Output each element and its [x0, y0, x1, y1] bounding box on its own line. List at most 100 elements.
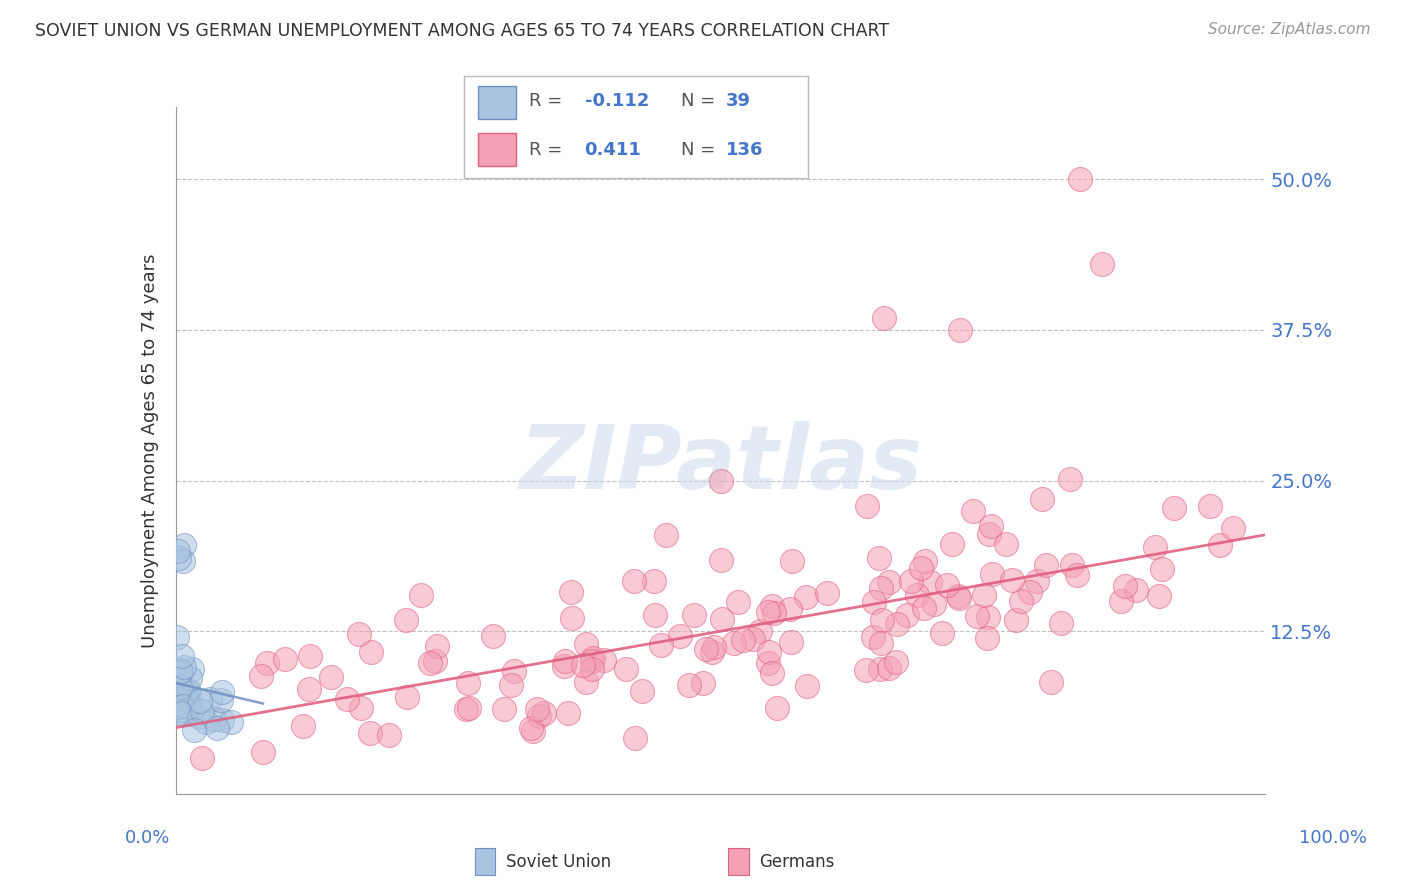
- Point: [855, 663, 877, 677]
- Point: [191, 704, 214, 718]
- Point: [581, 654, 603, 668]
- Point: [522, 723, 544, 738]
- Point: [702, 645, 724, 659]
- Point: [336, 692, 359, 706]
- Point: [173, 659, 195, 673]
- Point: [553, 658, 575, 673]
- Point: [644, 607, 666, 622]
- Point: [941, 537, 963, 551]
- Text: R =: R =: [530, 141, 562, 159]
- Point: [910, 561, 932, 575]
- Point: [174, 706, 197, 721]
- Point: [862, 631, 884, 645]
- Point: [976, 632, 998, 646]
- Point: [914, 554, 936, 568]
- Point: [1059, 472, 1081, 486]
- Point: [211, 685, 233, 699]
- Y-axis label: Unemployment Among Ages 65 to 74 years: Unemployment Among Ages 65 to 74 years: [141, 253, 159, 648]
- Point: [169, 665, 191, 680]
- Point: [198, 691, 221, 706]
- Text: 100.0%: 100.0%: [1299, 829, 1367, 847]
- Point: [256, 656, 278, 670]
- Point: [180, 703, 202, 717]
- Point: [1114, 578, 1136, 592]
- Point: [948, 591, 970, 605]
- Point: [454, 702, 477, 716]
- Point: [1069, 172, 1091, 186]
- Text: 136: 136: [725, 141, 763, 159]
- Point: [761, 599, 783, 614]
- Point: [886, 656, 908, 670]
- Point: [560, 585, 582, 599]
- Point: [396, 690, 419, 705]
- Point: [572, 657, 595, 672]
- Point: [980, 518, 1002, 533]
- Point: [170, 664, 193, 678]
- Text: N =: N =: [681, 141, 716, 159]
- Point: [173, 704, 195, 718]
- Point: [631, 683, 654, 698]
- Point: [1019, 585, 1042, 599]
- Point: [167, 550, 190, 565]
- Point: [166, 676, 188, 690]
- Point: [856, 499, 879, 513]
- Point: [763, 606, 786, 620]
- Point: [703, 640, 725, 654]
- Point: [741, 632, 763, 646]
- Point: [765, 700, 787, 714]
- Point: [727, 595, 749, 609]
- Point: [170, 649, 193, 664]
- Text: Soviet Union: Soviet Union: [506, 853, 610, 871]
- Point: [274, 652, 297, 666]
- Point: [877, 575, 900, 590]
- Bar: [728, 848, 748, 875]
- Point: [946, 589, 969, 603]
- Point: [347, 627, 370, 641]
- Point: [526, 702, 548, 716]
- Point: [749, 624, 772, 638]
- Point: [350, 701, 373, 715]
- Bar: [478, 87, 516, 119]
- Point: [377, 727, 399, 741]
- Text: 39: 39: [725, 93, 751, 111]
- Text: -0.112: -0.112: [585, 93, 650, 111]
- Point: [962, 504, 984, 518]
- Point: [191, 750, 214, 764]
- Point: [863, 595, 886, 609]
- Bar: [475, 848, 495, 875]
- Point: [758, 657, 780, 671]
- Point: [172, 699, 194, 714]
- Point: [554, 654, 576, 668]
- Point: [796, 680, 818, 694]
- Text: ZIPatlas: ZIPatlas: [519, 421, 922, 508]
- Point: [173, 537, 195, 551]
- Point: [561, 611, 583, 625]
- Point: [1152, 562, 1174, 576]
- Point: [692, 676, 714, 690]
- Point: [395, 613, 418, 627]
- Point: [501, 678, 523, 692]
- Point: [643, 574, 665, 589]
- Point: [179, 693, 201, 707]
- Point: [695, 641, 717, 656]
- Point: [299, 648, 322, 663]
- Point: [581, 662, 603, 676]
- Text: R =: R =: [530, 93, 562, 111]
- Point: [912, 601, 935, 615]
- Point: [794, 590, 817, 604]
- Point: [423, 654, 446, 668]
- Bar: [478, 133, 516, 166]
- Point: [1144, 541, 1167, 555]
- Point: [211, 713, 233, 727]
- Point: [207, 721, 229, 735]
- Point: [761, 666, 783, 681]
- Point: [252, 746, 274, 760]
- Point: [321, 670, 343, 684]
- Point: [1010, 594, 1032, 608]
- Point: [779, 601, 801, 615]
- Point: [614, 662, 637, 676]
- Point: [1091, 257, 1114, 271]
- Point: [678, 678, 700, 692]
- Point: [195, 715, 218, 730]
- Point: [359, 726, 381, 740]
